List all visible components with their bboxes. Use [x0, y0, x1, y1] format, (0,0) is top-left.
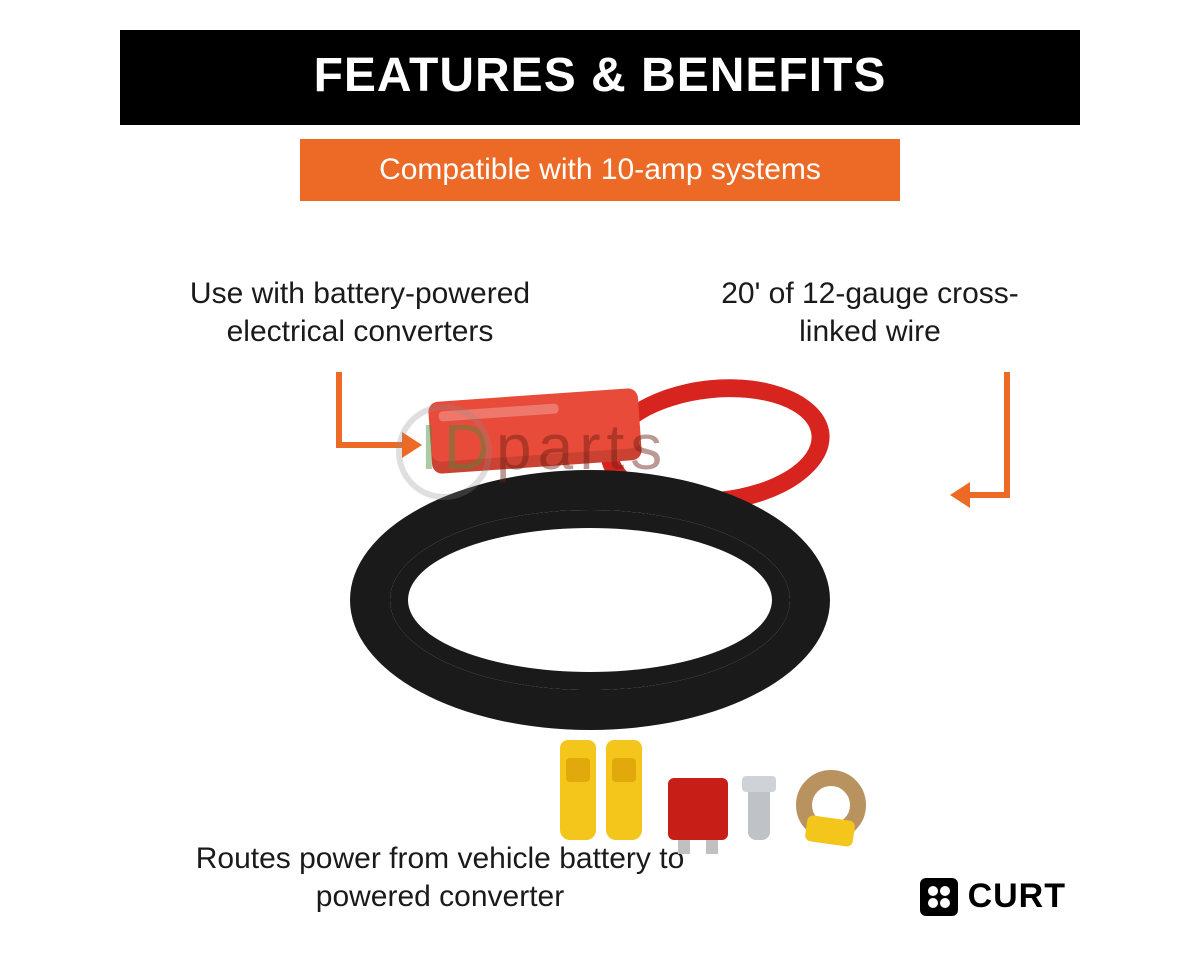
ato-fuse — [668, 778, 728, 840]
subtitle-bar: Compatible with 10-amp systems — [300, 139, 900, 201]
infographic-stage: FEATURES & BENEFITS Compatible with 10-a… — [120, 30, 1080, 930]
butt-connector — [606, 740, 642, 840]
page-title: FEATURES & BENEFITS — [120, 48, 1080, 103]
fuse-holder — [428, 388, 643, 474]
callout-right: 20' of 12-gauge cross-linked wire — [690, 275, 1050, 350]
subtitle-text: Compatible with 10-amp systems — [379, 153, 821, 186]
butt-connector — [560, 740, 596, 840]
ring-terminal-crimp — [804, 815, 855, 847]
brand-logo: CURT — [920, 877, 1066, 916]
title-bar: FEATURES & BENEFITS — [120, 30, 1080, 125]
brand-mark-icon — [920, 878, 958, 916]
callout-left: Use with battery-powered electrical conv… — [150, 275, 570, 350]
wire-coil — [390, 510, 790, 690]
self-tap-screw — [748, 786, 770, 840]
callout-bottom: Routes power from vehicle battery to pow… — [180, 840, 700, 915]
product-illustration — [290, 390, 910, 810]
brand-name: CURT — [968, 877, 1066, 916]
